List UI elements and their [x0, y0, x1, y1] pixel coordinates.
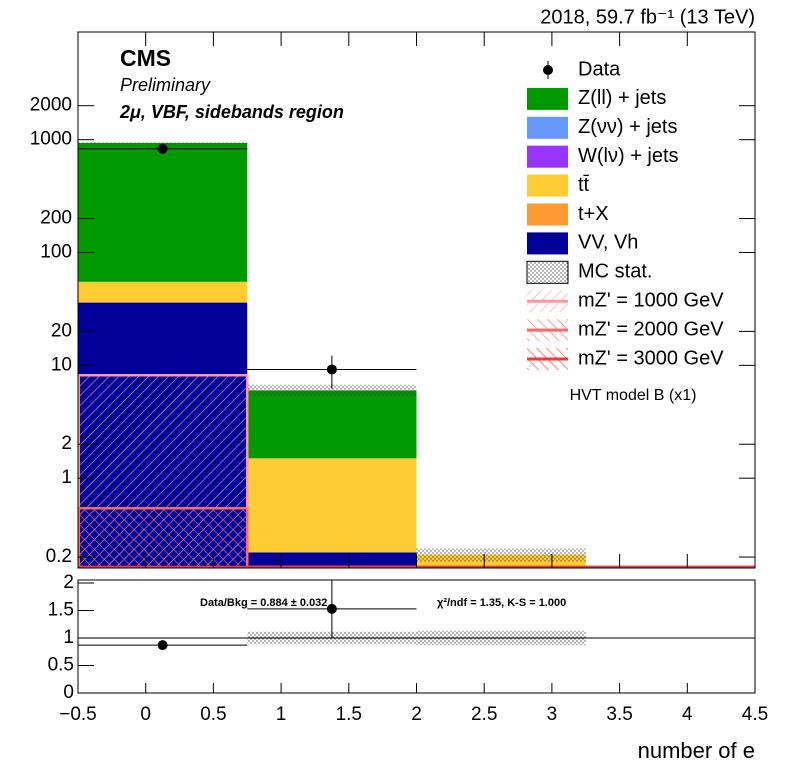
- ratio-y-tick-label: 0: [63, 682, 74, 703]
- y-tick-label: 0.2: [46, 546, 72, 567]
- ratio-y-tick-label: 0.5: [48, 655, 74, 676]
- ratio-fit: χ²/ndf = 1.35, K-S = 1.000: [437, 597, 566, 609]
- y-tick-label: 2000: [30, 95, 72, 116]
- x-tick-label: 4: [682, 704, 693, 725]
- x-tick-label: 1: [276, 704, 287, 725]
- legend-label: mZ' = 3000 GeV: [578, 347, 724, 369]
- data-point: [326, 364, 337, 375]
- legend-swatch: [526, 260, 569, 284]
- legend-label: W(lν) + jets: [578, 145, 679, 167]
- ratio-point: [157, 640, 168, 651]
- x-axis-label: number of e: [638, 738, 755, 763]
- signal-hatch: [78, 509, 248, 568]
- x-tick-label: 1.5: [336, 704, 362, 725]
- stack-segment: [78, 142, 248, 282]
- x-tick-label: −0.5: [59, 704, 97, 725]
- cms-label: CMS: [120, 45, 171, 71]
- lumi-text: 2018, 59.7 fb⁻¹ (13 TeV): [540, 6, 755, 28]
- legend-label: Z(νν) + jets: [578, 116, 677, 138]
- ratio-summary: Data/Bkg = 0.884 ± 0.032: [200, 597, 327, 609]
- legend-swatch: [527, 87, 568, 110]
- stack-segment: [247, 552, 417, 568]
- y-tick-label: 100: [40, 242, 72, 263]
- x-tick-label: 0.5: [200, 704, 226, 725]
- signal-note: HVT model B (x1): [570, 387, 697, 404]
- legend-swatch: [527, 145, 568, 168]
- y-tick-label: 10: [51, 354, 72, 375]
- stack-segment: [247, 390, 417, 459]
- y-tick-label: 1000: [30, 129, 72, 150]
- legend-swatch: [527, 232, 568, 255]
- stack-segment: [247, 458, 417, 553]
- legend-label: MC stat.: [578, 261, 652, 283]
- x-tick-label: 0: [140, 704, 151, 725]
- legend-swatch: [527, 174, 568, 197]
- mc-stat-band: [78, 142, 248, 144]
- data-point: [157, 143, 168, 154]
- legend-label: Z(ll) + jets: [578, 87, 666, 109]
- legend-label: mZ' = 1000 GeV: [578, 289, 724, 311]
- x-tick-label: 4.5: [742, 704, 768, 725]
- y-tick-label: 2: [61, 433, 72, 454]
- legend-label: mZ' = 2000 GeV: [578, 318, 724, 340]
- y-tick-label: 1: [61, 467, 72, 488]
- y-tick-label: 200: [40, 208, 72, 229]
- x-tick-label: 2: [411, 704, 422, 725]
- ratio-point: [326, 603, 337, 614]
- mc-stat-band: [247, 384, 417, 397]
- legend-label: t+X: [578, 203, 609, 225]
- preliminary-label: Preliminary: [120, 75, 211, 95]
- legend-label: tt̄: [578, 173, 590, 195]
- legend-swatch: [527, 116, 568, 139]
- ratio-y-tick-label: 2: [63, 572, 74, 593]
- y-tick-label: 20: [51, 320, 72, 341]
- x-tick-label: 3: [547, 704, 558, 725]
- region-label: 2μ, VBF, sidebands region: [119, 102, 344, 122]
- mc-stat-band: [416, 548, 586, 562]
- legend-label: VV, Vh: [578, 232, 638, 254]
- ratio-y-tick-label: 1: [63, 627, 74, 648]
- ratio-y-tick-label: 1.5: [48, 600, 74, 621]
- x-tick-label: 3.5: [606, 704, 632, 725]
- legend-label: Data: [578, 58, 621, 80]
- stack-segment: [78, 281, 248, 303]
- legend-swatch: [527, 203, 568, 226]
- x-tick-label: 2.5: [471, 704, 497, 725]
